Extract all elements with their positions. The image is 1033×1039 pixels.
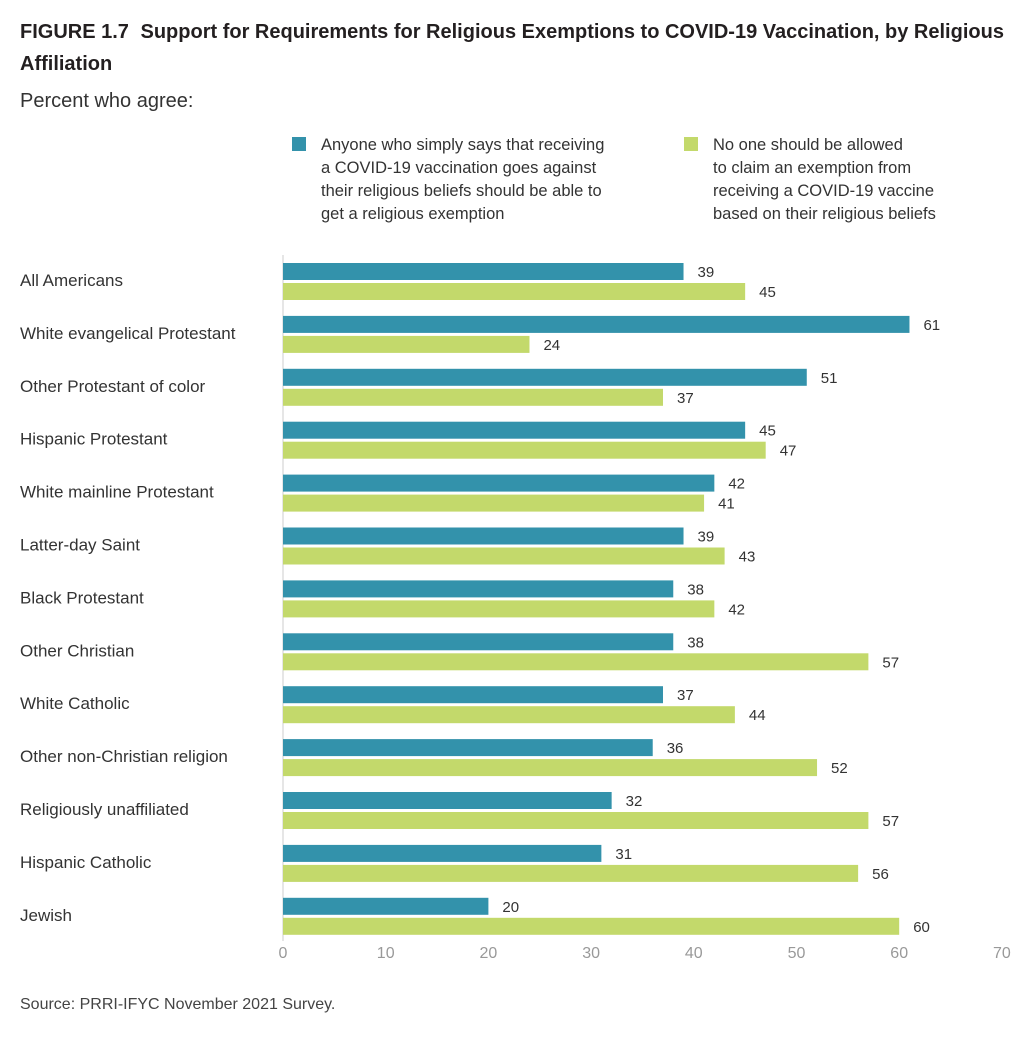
bar-exemption [283, 263, 684, 280]
bar-no-exemption [283, 600, 715, 618]
chart-title: FIGURE 1.7 Support for Requirements for … [20, 16, 1020, 80]
data-label: 37 [677, 390, 694, 407]
bar-exemption [283, 580, 674, 598]
bar-chart: All Americans 39 45 White evangelical Prote… [20, 255, 1011, 962]
category-label: White mainline Protestant [20, 483, 214, 502]
data-label: 32 [626, 793, 643, 810]
bar-exemption [283, 739, 653, 757]
bar-no-exemption [283, 441, 766, 459]
data-label: 51 [821, 370, 838, 387]
category-label: Hispanic Catholic [20, 853, 152, 872]
legend-swatch-teal [292, 137, 306, 151]
bar-no-exemption [283, 759, 818, 777]
data-label: 39 [698, 529, 715, 546]
bar-exemption [283, 792, 612, 809]
x-tick-label: 20 [480, 945, 498, 962]
data-label: 45 [759, 423, 776, 440]
bar-no-exemption [283, 547, 725, 565]
bar-no-exemption [283, 917, 900, 935]
bar-exemption [283, 633, 674, 651]
category-label: Other non-Christian religion [20, 747, 228, 766]
data-label: 38 [687, 634, 704, 651]
category-label: All Americans [20, 271, 123, 290]
data-label: 45 [759, 284, 776, 301]
data-label: 43 [739, 549, 756, 566]
data-label: 36 [667, 740, 684, 757]
category-label: Latter-day Saint [20, 536, 140, 555]
data-label: 60 [913, 919, 930, 936]
data-label: 57 [882, 654, 899, 671]
data-label: 41 [718, 496, 735, 513]
category-label: Religiously unaffiliated [20, 800, 189, 819]
data-label: 20 [502, 899, 519, 916]
data-label: 61 [923, 317, 940, 334]
data-label: 52 [831, 760, 848, 777]
data-label: 44 [749, 707, 766, 724]
category-label: Other Christian [20, 641, 134, 660]
data-label: 57 [882, 813, 899, 830]
bar-exemption [283, 844, 602, 862]
legend-label-no-exemption: No one should be allowed to claim an exe… [713, 136, 936, 223]
x-tick-label: 40 [685, 945, 703, 962]
figure-label: FIGURE 1.7 [20, 21, 129, 43]
x-tick-label: 0 [279, 945, 288, 962]
bar-exemption [283, 368, 807, 386]
x-tick-label: 30 [582, 945, 600, 962]
data-label: 42 [728, 476, 745, 493]
legend-item-no-exemption: No one should be allowed to claim an exe… [684, 134, 936, 226]
bar-no-exemption [283, 283, 746, 300]
bar-no-exemption [283, 864, 859, 882]
bar-no-exemption [283, 388, 663, 406]
legend-swatch-green [684, 137, 698, 151]
bar-exemption [283, 897, 489, 915]
legend-label-exemption: Anyone who simply says that receiving a … [321, 136, 605, 223]
bar-no-exemption [283, 653, 869, 671]
category-label: Jewish [20, 906, 72, 925]
bar-no-exemption [283, 706, 735, 724]
x-tick-label: 60 [890, 945, 908, 962]
category-label: Black Protestant [20, 588, 144, 607]
data-label: 42 [728, 601, 745, 618]
x-tick-label: 10 [377, 945, 395, 962]
bar-exemption [283, 686, 663, 704]
category-label: White Catholic [20, 694, 130, 713]
source-note: Source: PRRI-IFYC November 2021 Survey. [20, 996, 336, 1013]
data-label: 24 [543, 337, 560, 354]
bar-no-exemption [283, 335, 530, 353]
category-label: Other Protestant of color [20, 377, 206, 396]
category-label: Hispanic Protestant [20, 430, 168, 449]
data-label: 47 [780, 443, 797, 460]
figure-title-text: Support for Requirements for Religious E… [20, 21, 1004, 75]
bar-no-exemption [283, 494, 705, 512]
bar-exemption [283, 474, 715, 492]
data-label: 39 [698, 264, 715, 281]
data-label: 31 [615, 846, 632, 863]
data-label: 38 [687, 581, 704, 598]
data-label: 37 [677, 687, 694, 704]
bar-exemption [283, 527, 684, 545]
data-label: 56 [872, 866, 889, 883]
x-tick-label: 50 [788, 945, 806, 962]
bar-no-exemption [283, 812, 869, 829]
legend-item-exemption: Anyone who simply says that receiving a … [292, 134, 604, 226]
category-label: White evangelical Protestant [20, 324, 236, 343]
bar-exemption [283, 421, 746, 439]
x-tick-label: 70 [993, 945, 1011, 962]
bar-exemption [283, 315, 910, 333]
chart-subtitle: Percent who agree: [20, 90, 194, 112]
